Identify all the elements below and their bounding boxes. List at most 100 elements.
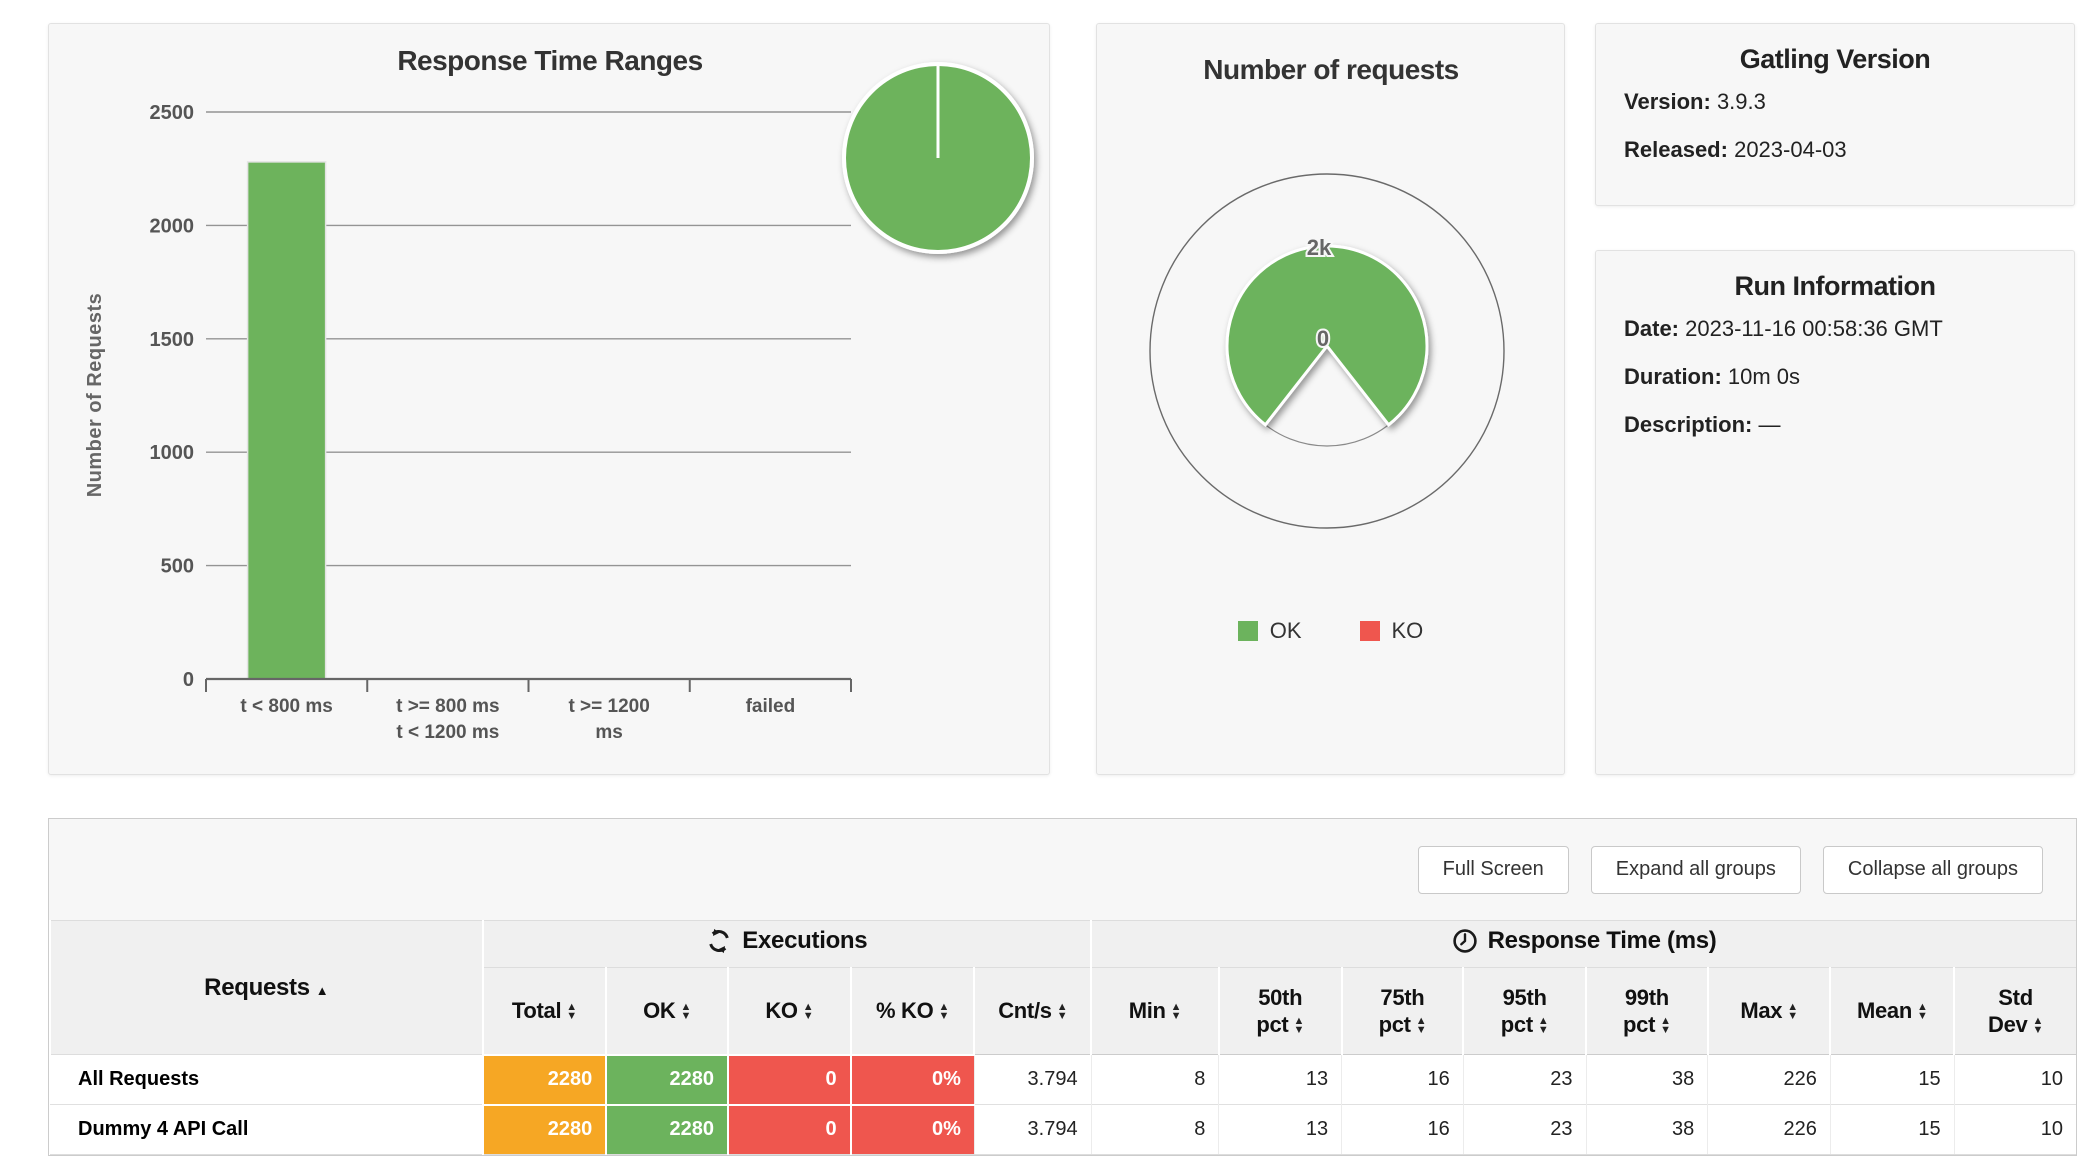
sort-icon: ▲ ▼ <box>1917 1001 1928 1023</box>
table-row-all-requests: All Requests 2280 2280 0 0% 3.794 8 13 16 23 38 226… <box>50 1053 2076 1105</box>
ko-label: KO <box>1391 618 1424 643</box>
sort-icon: ▲ ▼ <box>1056 1001 1068 1023</box>
sort-icon: ▲ ▼ <box>1537 1015 1549 1037</box>
statistics-toolbar: Full Screen Expand all groups Collapse all… <box>49 819 2076 920</box>
ok-swatch <box>1237 621 1258 641</box>
column-header-ko[interactable]: % KO ▲ ▼ <box>849 967 975 1055</box>
column-header-max[interactable]: Max ▲ ▼ <box>1706 967 1831 1055</box>
column-header-total[interactable]: Total ▲ ▼ <box>481 967 607 1055</box>
legend-item-ok[interactable]: OK <box>1237 618 1302 644</box>
sort-icon: ▲ ▼ <box>1660 1015 1671 1037</box>
panel-title: Gatling Version <box>1739 44 1931 74</box>
description-value: — <box>1758 412 1781 437</box>
svg-text:1500: 1500 <box>150 329 195 351</box>
sort-icon: ▲ ▼ <box>566 1001 577 1023</box>
column-header-min[interactable]: Min ▲ ▼ <box>1090 967 1219 1055</box>
collapse-all-groups-button[interactable]: Collapse all groups <box>1822 845 2043 894</box>
cell-99th-pct: 38 <box>1585 1104 1708 1155</box>
outer-radial-gridline <box>1149 173 1505 529</box>
table-row-dummy-4-api-call: Dummy 4 API Call 2280 2280 0 0% 3.794 8 13 16 23 3… <box>50 1103 2076 1155</box>
executions-group-header: Executions <box>481 920 1092 968</box>
full-screen-button[interactable]: Full Screen <box>1417 845 1569 894</box>
expand-all-groups-button[interactable]: Expand all groups <box>1590 845 1801 894</box>
cell-50th-pct: 13 <box>1218 1054 1342 1105</box>
cell-95th-pct: 23 <box>1462 1104 1586 1155</box>
svg-text:500: 500 <box>161 556 194 578</box>
sort-icon: ▲ ▼ <box>938 1001 950 1023</box>
cell-std-dev: 10 <box>1953 1104 2076 1155</box>
sort-ascending-icon: ▲ <box>315 982 329 998</box>
ko-swatch <box>1359 621 1380 641</box>
column-header-requests[interactable]: Requests ▲ <box>49 920 483 1055</box>
description-label: Description: <box>1624 412 1753 437</box>
svg-text:1000: 1000 <box>150 442 195 464</box>
number-of-requests-panel: Number of requests 2k 0 OK KO <box>1096 23 1565 775</box>
pie-legend: OK KO <box>1097 618 1564 644</box>
column-header-99th-pct[interactable]: 99th pct ▲ ▼ <box>1585 967 1708 1055</box>
column-header-cnt-s[interactable]: Cnt/s ▲ ▼ <box>973 967 1092 1055</box>
bar-t-800-ms <box>246 161 327 680</box>
sort-icon: ▲ ▼ <box>1415 1015 1427 1037</box>
cell-min: 8 <box>1090 1104 1219 1155</box>
radial-axis-max-label: 2k <box>1307 235 1332 260</box>
cell-ok: 2280 <box>605 1053 728 1105</box>
sort-icon: ▲ ▼ <box>1293 1015 1305 1037</box>
description-field: Description: — <box>1596 412 2074 438</box>
sort-icon: ▲ ▼ <box>1170 1001 1182 1023</box>
legend-item-ko[interactable]: KO <box>1359 618 1424 644</box>
requests-header-label: Requests <box>204 973 310 1001</box>
x-axis-category-labels: t < 800 ms t >= 800 ms t < 1200 ms t >= 120… <box>240 696 795 743</box>
column-header-50th-pct[interactable]: 50th pct ▲ ▼ <box>1217 967 1342 1055</box>
x-axis <box>205 677 852 692</box>
duration-value: 10m 0s <box>1727 364 1801 389</box>
response-time-group-label: Response Time (ms) <box>1487 927 1717 954</box>
released-field: Released: 2023-04-03 <box>1596 137 2074 163</box>
column-header-ok[interactable]: OK ▲ ▼ <box>605 967 728 1055</box>
duration-field: Duration: 10m 0s <box>1596 364 2074 390</box>
gatling-version-panel: Gatling Version Version: 3.9.3 Released:… <box>1595 23 2075 206</box>
column-header-mean[interactable]: Mean ▲ ▼ <box>1829 967 1955 1055</box>
date-value: 2023-11-16 00:58:36 GMT <box>1685 316 1943 341</box>
bars <box>246 161 327 680</box>
sort-icon: ▲ ▼ <box>2032 1015 2044 1037</box>
cell-95th-pct: 23 <box>1462 1054 1586 1105</box>
cell-cnt-s: 3.794 <box>973 1104 1092 1155</box>
response-time-mini-pie <box>842 62 1034 254</box>
cell-total: 2280 <box>481 1053 607 1105</box>
number-of-requests-chart: Number of requests 2k 0 <box>1149 54 1505 529</box>
cell-max: 226 <box>1707 1104 1831 1155</box>
statistics-panel: Full Screen Expand all groups Collapse all… <box>48 818 2077 1156</box>
svg-text:failed: failed <box>746 696 796 717</box>
released-value: 2023-04-03 <box>1734 137 1847 162</box>
version-value: 3.9.3 <box>1716 89 1766 114</box>
cell-min: 8 <box>1090 1054 1219 1105</box>
released-label: Released: <box>1624 137 1728 162</box>
run-information-panel: Run Information Date: 2023-11-16 00:58:3… <box>1595 250 2075 775</box>
version-field: Version: 3.9.3 <box>1596 89 2074 115</box>
sort-icon: ▲ ▼ <box>802 1001 814 1023</box>
panel-title: Run Information <box>1734 271 1936 301</box>
svg-text:2500: 2500 <box>150 102 195 124</box>
cell-99th-pct: 38 <box>1585 1054 1708 1105</box>
cell-std-dev: 10 <box>1953 1054 2076 1105</box>
cell-75th-pct: 16 <box>1341 1104 1464 1155</box>
column-header-75th-pct[interactable]: 75th pct ▲ ▼ <box>1340 967 1464 1055</box>
column-header-95th-pct[interactable]: 95th pct ▲ ▼ <box>1462 967 1586 1055</box>
response-time-group-header: Response Time (ms) <box>1090 920 2076 968</box>
cell-total: 2280 <box>481 1103 607 1155</box>
clock-icon <box>1452 929 1477 953</box>
request-name-dummy-4-api-call[interactable]: Dummy 4 API Call <box>50 1104 483 1155</box>
chart-title: Response Time Ranges <box>397 45 702 76</box>
column-header-std-dev[interactable]: Std Dev ▲ ▼ <box>1953 967 2076 1055</box>
cell-mean: 15 <box>1829 1104 1955 1155</box>
cell-50th-pct: 13 <box>1218 1104 1342 1155</box>
ok-requests-slice <box>1225 244 1429 427</box>
svg-text:0: 0 <box>183 669 194 691</box>
chart-title: Number of requests <box>1203 54 1459 85</box>
date-field: Date: 2023-11-16 00:58:36 GMT <box>1596 316 2074 342</box>
request-name-all-requests[interactable]: All Requests <box>50 1054 483 1105</box>
radial-axis-min-label: 0 <box>1317 326 1329 351</box>
cell-ko: 0% <box>849 1103 975 1155</box>
column-header-ko[interactable]: KO ▲ ▼ <box>726 967 851 1055</box>
